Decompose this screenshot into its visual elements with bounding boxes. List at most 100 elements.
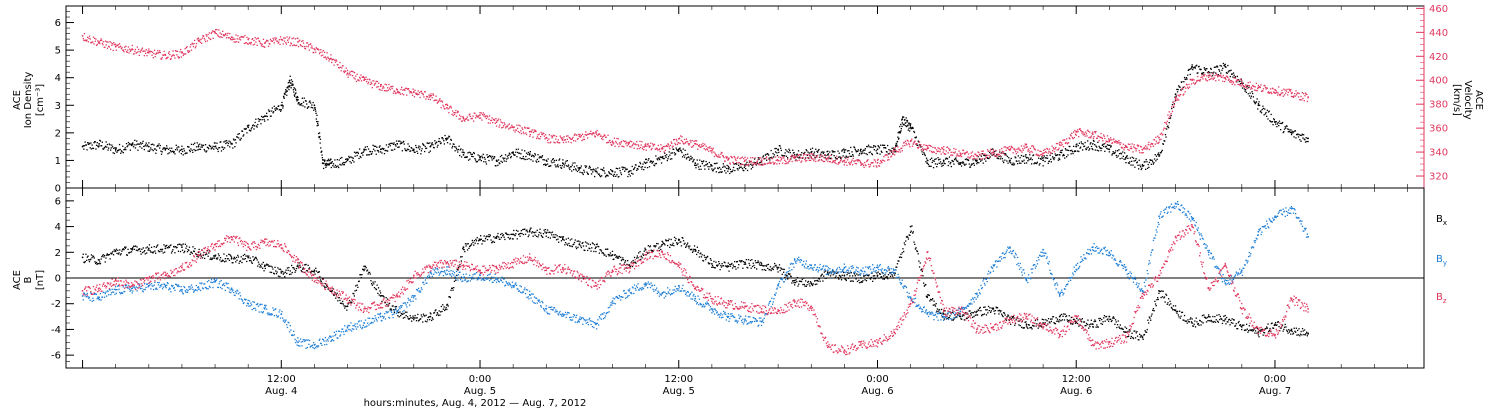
velocity-series-point	[799, 160, 800, 161]
ion-density-series-point	[564, 164, 565, 165]
velocity-series-point	[400, 94, 401, 95]
ion-density-series-point	[1139, 165, 1140, 166]
ion-density-series-point	[193, 144, 194, 145]
bx-series-point	[205, 254, 206, 255]
velocity-series-point	[721, 152, 722, 153]
velocity-series-point	[590, 131, 591, 132]
velocity-series-point	[364, 77, 365, 78]
bx-series-point	[423, 314, 424, 315]
velocity-series-sample	[131, 48, 133, 50]
ion-density-series-point	[471, 156, 472, 157]
ion-density-series-point	[604, 170, 605, 171]
ion-density-series-point	[289, 86, 290, 87]
velocity-series-point	[750, 157, 751, 158]
ion-density-series-point	[936, 158, 937, 159]
bx-series-point	[542, 237, 543, 238]
ion-density-series-point	[306, 101, 307, 102]
velocity-series-point	[826, 159, 827, 160]
bx-series-point	[270, 272, 271, 273]
ion-density-series-point	[220, 141, 221, 142]
velocity-series-point	[993, 149, 994, 150]
velocity-series-point	[516, 130, 517, 131]
bx-series-point	[118, 252, 119, 253]
velocity-series-point	[850, 164, 851, 165]
ion-density-series-point	[594, 176, 595, 177]
velocity-series-point	[89, 36, 90, 37]
bx-series-point	[484, 241, 485, 242]
velocity-series-point	[373, 80, 374, 81]
velocity-series-point	[888, 159, 889, 160]
velocity-series-point	[820, 157, 821, 158]
velocity-series-point	[890, 151, 891, 152]
velocity-series-point	[1040, 154, 1041, 155]
ion-density-series-point	[632, 173, 633, 174]
ion-density-series-point	[509, 154, 510, 155]
bx-series-point	[517, 238, 518, 239]
ion-density-series-point	[1093, 141, 1094, 142]
bx-series-point	[593, 243, 594, 244]
velocity-series-point	[323, 57, 324, 58]
ion-density-series-point	[981, 159, 982, 160]
velocity-series-point	[525, 127, 526, 128]
velocity-series-point	[93, 43, 94, 44]
velocity-series-point	[1220, 75, 1221, 76]
velocity-series-point	[1222, 81, 1223, 82]
ion-density-series-point	[1025, 154, 1026, 155]
ion-density-series-point	[1132, 157, 1133, 158]
velocity-series-point	[411, 92, 412, 93]
velocity-series-point	[1053, 147, 1054, 148]
ion-density-series-point	[907, 121, 908, 122]
bx-series-point	[581, 247, 582, 248]
velocity-series-point	[925, 145, 926, 146]
bx-series-point	[477, 243, 478, 244]
bx-series-point	[521, 233, 522, 234]
velocity-series-point	[368, 82, 369, 83]
velocity-series-point	[835, 160, 836, 161]
velocity-series-point	[578, 138, 579, 139]
ion-density-series-point	[460, 148, 461, 149]
bx-series-point	[517, 231, 518, 232]
bx-series-point	[123, 249, 124, 250]
velocity-series-point	[106, 44, 107, 45]
velocity-series-point	[353, 77, 354, 78]
ion-density-series-point	[214, 142, 215, 143]
velocity-series-point	[1056, 143, 1057, 144]
velocity-series-point	[447, 105, 448, 106]
velocity-series-point	[660, 151, 661, 152]
velocity-series-point	[259, 41, 260, 42]
velocity-series-point	[1171, 113, 1172, 114]
velocity-series-point	[294, 45, 295, 46]
ion-density-series-point	[221, 150, 222, 151]
ion-density-series-point	[83, 149, 84, 150]
bx-series-point	[163, 252, 164, 253]
velocity-series-point	[406, 88, 407, 89]
velocity-series-point	[657, 149, 658, 150]
ion-density-series-point	[251, 128, 252, 129]
ion-density-series-point	[963, 162, 964, 163]
ion-density-series-point	[1257, 98, 1258, 99]
velocity-series-point	[350, 74, 351, 75]
ion-density-series-point	[1108, 145, 1109, 146]
velocity-series-point	[823, 161, 824, 162]
bx-series-point	[141, 249, 142, 250]
ion-density-series-point	[858, 149, 859, 150]
velocity-series-point	[879, 163, 880, 164]
velocity-series-point	[342, 65, 343, 66]
ion-density-series-point	[503, 158, 504, 159]
velocity-series-point	[354, 72, 355, 73]
ion-density-series-point	[125, 147, 126, 148]
bx-series-point	[130, 248, 131, 249]
ion-density-series-point	[576, 170, 577, 171]
bx-series-point	[468, 248, 469, 249]
bx-series-point	[522, 229, 523, 230]
bx-series-point	[260, 265, 261, 266]
velocity-series-point	[1098, 136, 1099, 137]
ion-density-series-point	[609, 173, 610, 174]
ion-density-series-point	[1276, 126, 1277, 127]
velocity-series-point	[157, 50, 158, 51]
velocity-series-sample	[761, 160, 763, 162]
velocity-series-point	[1041, 151, 1042, 152]
velocity-series-sample	[330, 58, 332, 60]
ion-density-series-point	[1295, 130, 1296, 131]
ion-density-series-point	[913, 128, 914, 129]
